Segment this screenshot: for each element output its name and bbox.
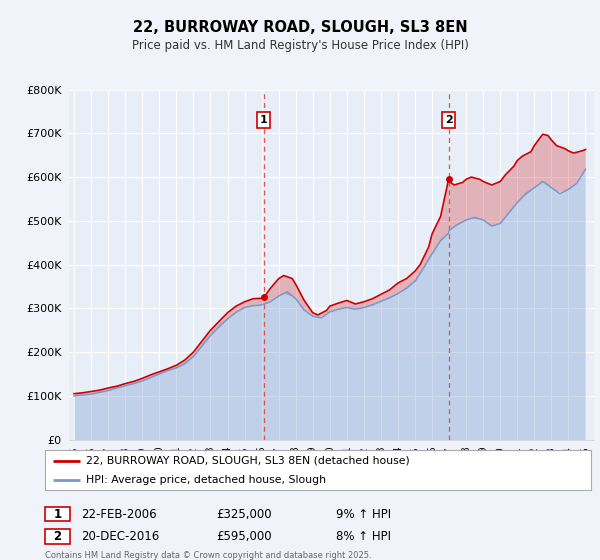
Text: Contains HM Land Registry data © Crown copyright and database right 2025.
This d: Contains HM Land Registry data © Crown c…	[45, 551, 371, 560]
Text: 20-DEC-2016: 20-DEC-2016	[81, 530, 159, 543]
Text: 22, BURROWAY ROAD, SLOUGH, SL3 8EN: 22, BURROWAY ROAD, SLOUGH, SL3 8EN	[133, 20, 467, 35]
Text: 2: 2	[445, 115, 452, 125]
Text: Price paid vs. HM Land Registry's House Price Index (HPI): Price paid vs. HM Land Registry's House …	[131, 39, 469, 52]
Text: 22, BURROWAY ROAD, SLOUGH, SL3 8EN (detached house): 22, BURROWAY ROAD, SLOUGH, SL3 8EN (deta…	[86, 456, 410, 466]
Text: £325,000: £325,000	[216, 507, 272, 521]
Text: £595,000: £595,000	[216, 530, 272, 543]
Text: 22-FEB-2006: 22-FEB-2006	[81, 507, 157, 521]
Text: 8% ↑ HPI: 8% ↑ HPI	[336, 530, 391, 543]
Text: 9% ↑ HPI: 9% ↑ HPI	[336, 507, 391, 521]
Text: 2: 2	[53, 530, 62, 543]
Text: 1: 1	[53, 507, 62, 521]
Text: 1: 1	[260, 115, 268, 125]
Text: HPI: Average price, detached house, Slough: HPI: Average price, detached house, Slou…	[86, 475, 326, 485]
